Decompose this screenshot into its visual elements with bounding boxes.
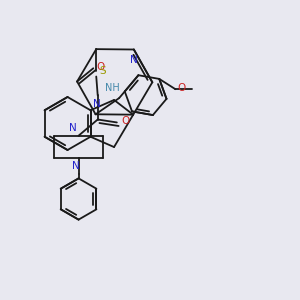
Text: N: N <box>72 161 80 171</box>
Text: S: S <box>100 66 106 76</box>
Text: O: O <box>121 116 130 126</box>
Text: N: N <box>69 123 77 133</box>
Text: O: O <box>177 83 185 93</box>
Text: O: O <box>97 62 105 72</box>
Text: N: N <box>93 99 101 109</box>
Text: N: N <box>130 56 138 65</box>
Text: NH: NH <box>105 83 120 94</box>
